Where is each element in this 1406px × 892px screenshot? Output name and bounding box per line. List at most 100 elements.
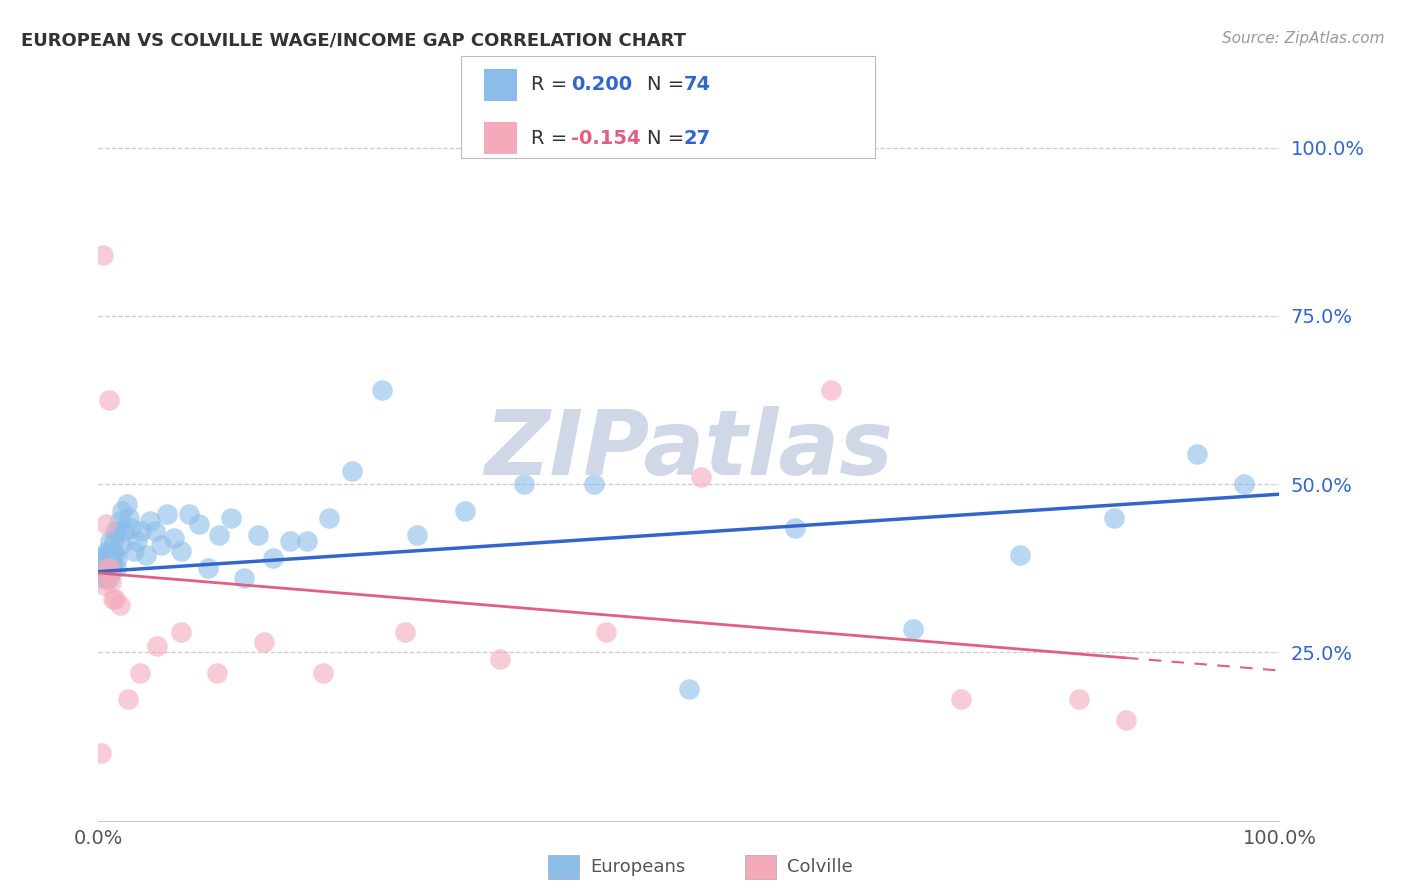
Point: [98, 548, 121, 562]
Point: [112, 524, 135, 539]
Point: [104, 591, 127, 606]
Point: [318, 510, 340, 524]
Point: [91, 248, 114, 262]
Point: [121, 521, 143, 535]
Point: [1233, 477, 1256, 491]
Point: [146, 639, 169, 653]
Point: [100, 551, 122, 566]
Point: [170, 625, 193, 640]
Point: [98, 548, 121, 562]
Point: [583, 477, 606, 491]
Point: [1115, 713, 1137, 727]
Point: [91, 568, 114, 582]
Point: [97, 548, 120, 562]
Point: [170, 544, 193, 558]
Point: [91, 561, 114, 575]
Point: [122, 544, 145, 558]
Point: [820, 383, 842, 397]
Point: [96, 558, 118, 572]
Point: [197, 561, 219, 575]
Point: [118, 510, 141, 524]
Point: [101, 558, 124, 572]
Text: R =: R =: [531, 128, 574, 148]
Point: [96, 568, 118, 582]
Point: [97, 565, 120, 579]
Point: [453, 504, 475, 518]
Point: [187, 517, 209, 532]
Point: [689, 470, 711, 484]
Point: [127, 534, 149, 549]
Point: [278, 534, 301, 549]
Point: [128, 665, 150, 680]
Point: [94, 561, 117, 575]
Point: [1008, 548, 1031, 562]
Text: ZIPatlas: ZIPatlas: [485, 407, 893, 494]
Point: [98, 558, 121, 572]
Point: [1185, 447, 1208, 461]
Point: [785, 521, 807, 535]
Point: [297, 534, 319, 549]
Point: [98, 392, 121, 407]
Point: [103, 548, 125, 562]
Point: [232, 571, 254, 585]
Point: [406, 527, 429, 541]
Text: -0.154: -0.154: [571, 128, 641, 148]
Point: [97, 568, 120, 582]
Point: [179, 508, 201, 522]
Point: [111, 504, 134, 518]
Point: [163, 531, 186, 545]
Point: [394, 625, 416, 640]
Point: [107, 524, 129, 539]
Point: [98, 534, 121, 549]
Point: [150, 538, 173, 552]
Text: Colville: Colville: [787, 858, 853, 876]
Point: [115, 497, 138, 511]
Point: [110, 538, 132, 552]
Point: [489, 652, 512, 666]
Point: [98, 561, 121, 575]
Point: [156, 508, 179, 522]
Point: [94, 571, 117, 585]
Point: [104, 524, 127, 539]
Point: [93, 565, 115, 579]
Point: [101, 544, 124, 558]
Point: [108, 599, 131, 613]
Point: [90, 747, 112, 761]
Point: [97, 555, 120, 569]
Text: Europeans: Europeans: [591, 858, 686, 876]
Text: Source: ZipAtlas.com: Source: ZipAtlas.com: [1222, 31, 1385, 46]
Point: [96, 561, 118, 575]
Text: 27: 27: [683, 128, 710, 148]
Point: [96, 544, 118, 558]
Point: [371, 383, 394, 397]
Point: [100, 574, 122, 589]
Point: [312, 665, 335, 680]
Text: N =: N =: [647, 128, 690, 148]
Point: [903, 622, 925, 636]
Text: R =: R =: [531, 75, 574, 95]
Point: [98, 561, 121, 575]
Point: [595, 625, 617, 640]
Point: [93, 548, 115, 562]
Point: [93, 555, 115, 569]
Text: 74: 74: [683, 75, 710, 95]
Point: [91, 571, 114, 585]
Point: [253, 635, 276, 649]
Point: [90, 565, 112, 579]
Point: [949, 692, 972, 706]
Point: [94, 551, 117, 566]
Point: [1102, 510, 1125, 524]
Point: [100, 561, 122, 575]
Point: [678, 682, 700, 697]
Point: [94, 517, 117, 532]
Point: [143, 524, 166, 539]
Point: [129, 524, 152, 539]
Point: [105, 561, 128, 575]
Point: [91, 558, 114, 572]
Point: [208, 527, 231, 541]
Text: 0.200: 0.200: [571, 75, 631, 95]
Point: [246, 527, 269, 541]
Point: [135, 548, 157, 562]
Point: [342, 464, 364, 478]
Point: [101, 591, 124, 606]
